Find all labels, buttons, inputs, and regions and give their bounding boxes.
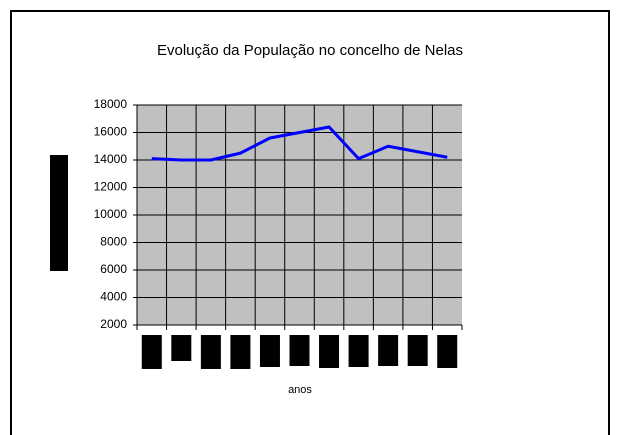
redacted-x-label <box>319 335 340 368</box>
redacted-x-label <box>141 335 162 369</box>
y-tick-label: 18000 <box>94 97 128 111</box>
chart-title: Evolução da População no concelho de Nel… <box>157 42 463 59</box>
redacted-x-label <box>230 335 251 369</box>
y-tick-label: 6000 <box>100 262 127 276</box>
y-tick-label: 12000 <box>94 180 128 194</box>
y-tick-label: 4000 <box>100 290 127 304</box>
y-tick-label: 2000 <box>100 317 127 331</box>
redacted-x-label <box>437 335 458 368</box>
redacted-x-label <box>289 335 310 366</box>
redacted-x-label <box>407 335 428 366</box>
redacted-y-label <box>50 155 68 271</box>
line-series <box>151 125 448 162</box>
y-tick-label: 14000 <box>94 152 128 166</box>
redacted-x-label <box>200 335 221 369</box>
y-tick-label: 10000 <box>94 207 128 221</box>
y-tick-label: 8000 <box>100 235 127 249</box>
y-tick-label: 16000 <box>94 125 128 139</box>
redacted-x-label <box>171 335 192 361</box>
redacted-x-label <box>378 335 399 366</box>
redacted-x-label <box>348 335 369 367</box>
redacted-x-label <box>259 335 280 367</box>
x-axis-label: anos <box>288 384 312 396</box>
frame <box>10 10 610 435</box>
